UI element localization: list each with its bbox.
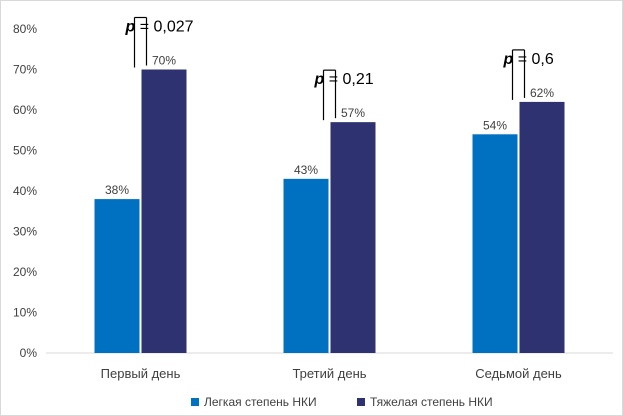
legend: Легкая степень НКИ Тяжелая степень НКИ: [191, 395, 493, 409]
y-tick-label: 40%: [13, 184, 37, 198]
bar-severe: [330, 122, 376, 354]
bar-mild: [472, 134, 518, 353]
p-value-label: p = 0,21: [314, 71, 374, 88]
p-value-text: = 0,6: [513, 51, 554, 68]
bar-data-label: 54%: [483, 118, 507, 132]
legend-swatch: [357, 398, 365, 406]
bar-severe: [141, 69, 187, 353]
x-category-label: Первый день: [101, 366, 181, 381]
y-tick-label: 20%: [13, 265, 37, 279]
y-tick-label: 10%: [13, 306, 37, 320]
p-symbol: p: [314, 71, 325, 88]
legend-label: Легкая степень НКИ: [204, 395, 317, 409]
y-tick-label: 50%: [13, 144, 37, 158]
bar-data-label: 43%: [294, 163, 318, 177]
bar-mild: [283, 178, 329, 353]
bar-data-label: 38%: [105, 183, 129, 197]
y-tick-label: 70%: [13, 63, 37, 77]
p-symbol: p: [503, 51, 514, 68]
y-tick-label: 80%: [13, 22, 37, 36]
bar-data-label: 62%: [530, 86, 554, 100]
y-tick-label: 0%: [20, 346, 38, 360]
y-tick-label: 30%: [13, 225, 37, 239]
p-value-label: p = 0,6: [503, 51, 554, 68]
y-axis: 0% 10% 20% 30% 40% 50% 60% 70% 80%: [13, 22, 37, 360]
bar-mild: [94, 199, 140, 353]
bar-severe: [519, 101, 565, 354]
p-value-text: = 0,027: [135, 19, 193, 36]
x-category-label: Седьмой день: [475, 366, 562, 381]
legend-label: Тяжелая степень НКИ: [370, 395, 493, 409]
legend-swatch: [191, 398, 199, 406]
p-value-text: = 0,21: [324, 71, 373, 88]
p-value-label: p = 0,027: [125, 19, 194, 36]
x-category-label: Третий день: [292, 366, 366, 381]
bar-data-label: 70%: [152, 54, 176, 68]
x-axis: Первый день Третий день Седьмой день: [46, 352, 613, 381]
bar-data-label: 57%: [341, 106, 365, 120]
p-symbol: p: [125, 19, 136, 36]
y-tick-label: 60%: [13, 103, 37, 117]
bars: 38% 43% 54% 70% 57% 62%: [94, 54, 565, 354]
